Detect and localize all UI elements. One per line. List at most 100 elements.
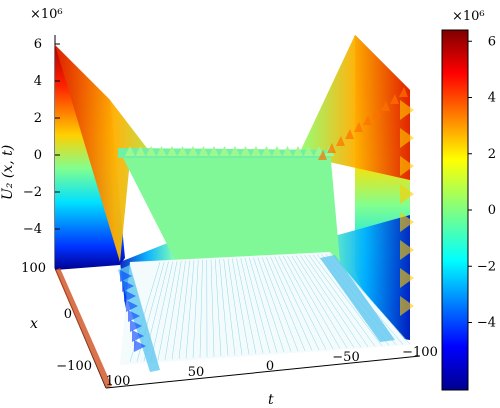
floor-grid-line (164, 260, 182, 360)
right-wall-ripple (400, 128, 414, 148)
ridge-spike (135, 146, 146, 156)
right-wall-ripple (400, 240, 414, 260)
floor-edge-strip (55, 268, 112, 388)
floor-grid-line (232, 258, 250, 355)
right-wall-ripple (400, 156, 414, 176)
x-ticks: 100 0 −100 (21, 261, 92, 374)
left-slope-upper (55, 45, 175, 262)
right-top-ripple (390, 94, 399, 104)
floor-grid-line (295, 255, 355, 348)
ridge-spike (219, 146, 230, 156)
floor-grid-line (227, 258, 243, 355)
floor-grid-line (249, 257, 278, 353)
right-top-ripple (354, 122, 363, 132)
right-top-ripple (372, 108, 381, 118)
right-wall-ripple (400, 212, 414, 232)
left-low-ripple (124, 290, 136, 302)
floor-grid-line (178, 260, 190, 359)
left-low-ripple (126, 300, 138, 312)
left-low-ripple (128, 310, 140, 322)
floor-grid-line (304, 255, 369, 347)
left-low-ripple (120, 270, 132, 282)
colorbar-ticks: 6 4 2 0 −2 −4 (468, 34, 496, 331)
floor-grid-line (150, 261, 173, 361)
t-tick-label: −50 (332, 350, 359, 365)
right-top-ripple (336, 136, 345, 146)
left-low-ripple (122, 280, 134, 292)
ridge-spike (209, 146, 219, 156)
floor-grid-line (192, 260, 199, 358)
left-low-ripple (130, 320, 142, 332)
colorbar-tick-label: −4 (477, 316, 496, 331)
floor-grid-line (215, 259, 222, 357)
z-tick-label: 0 (34, 148, 42, 163)
right-wall-ripple (400, 296, 414, 316)
floor-grid-line (253, 257, 285, 353)
surface (55, 35, 414, 388)
colorbar-tick-label: 0 (488, 203, 496, 218)
z-tick-label: 4 (34, 74, 42, 89)
t-axis-line (105, 355, 421, 389)
ridge-spike (167, 146, 177, 156)
right-top-ripple (327, 143, 336, 153)
t-tick-label: 50 (188, 365, 205, 380)
floor-grid-line (223, 258, 236, 356)
right-wall-ripple (400, 268, 414, 288)
colorbar-tick-label: 6 (488, 34, 496, 49)
floor-left-ridge (118, 265, 160, 372)
floor-grid-line (308, 254, 376, 347)
right-wall-ripple (400, 184, 414, 204)
floor-grid-line (291, 255, 348, 349)
floor-grid-line (278, 256, 327, 350)
right-top-ripple (363, 115, 372, 125)
ridge-spike (240, 146, 251, 156)
floor-grid-line (270, 256, 313, 351)
floor-grid-line (274, 256, 320, 350)
z-tick-label: −4 (23, 222, 42, 237)
floor-grid-line (210, 259, 215, 357)
t-tick-label: 0 (266, 359, 274, 374)
ridge-spike (261, 146, 272, 156)
z-scale-label: ×10⁶ (30, 7, 63, 22)
central-plateau (118, 148, 340, 262)
right-top-ripple (381, 101, 390, 111)
x-axis-label: x (30, 316, 38, 332)
right-slope-upper (300, 35, 410, 180)
floor-grid-line (283, 256, 334, 350)
floor-grid-line (257, 257, 292, 352)
t-axis-label: t (268, 392, 274, 408)
colorbar (441, 29, 469, 391)
right-slope-lower (320, 215, 410, 340)
floor-grid-line (171, 260, 186, 360)
right-top-ripple (318, 150, 327, 160)
t-ticks: 100 50 0 −50 −100 (106, 345, 438, 389)
colorbar-tick-label: −2 (477, 259, 496, 274)
floor-grid-line (266, 256, 306, 351)
floor-grid-line (300, 255, 362, 348)
floor-grid-line (236, 258, 257, 354)
left-low-ripple (132, 330, 144, 342)
floor-grid-line (244, 257, 271, 354)
ridge-spike (293, 146, 303, 156)
ridge-spike (198, 146, 209, 156)
colorbar-tick-label: 4 (488, 91, 496, 106)
floor-grid-line (185, 260, 195, 359)
right-top-ripple (345, 129, 354, 139)
z-ticks: 6 4 2 0 −2 −4 (23, 37, 60, 237)
z-tick-label: 2 (34, 111, 42, 126)
ridge-spike (230, 146, 240, 156)
floor-grid-line (287, 255, 341, 349)
ridge-spike (303, 146, 314, 156)
ridge-spike (146, 146, 156, 156)
floor-grid-line (240, 258, 264, 354)
ridge-spike (188, 146, 198, 156)
x-tick-label: 0 (64, 307, 72, 322)
ridge-spike (272, 146, 282, 156)
x-tick-label: 100 (21, 261, 46, 276)
colorbar-scale-label: ×10⁶ (452, 9, 485, 24)
z-tick-label: 6 (34, 37, 42, 52)
t-tick-label: −100 (402, 345, 438, 360)
z-axis-label: U₂ (x, t) (0, 145, 16, 200)
right-wall-ripple (400, 100, 414, 120)
